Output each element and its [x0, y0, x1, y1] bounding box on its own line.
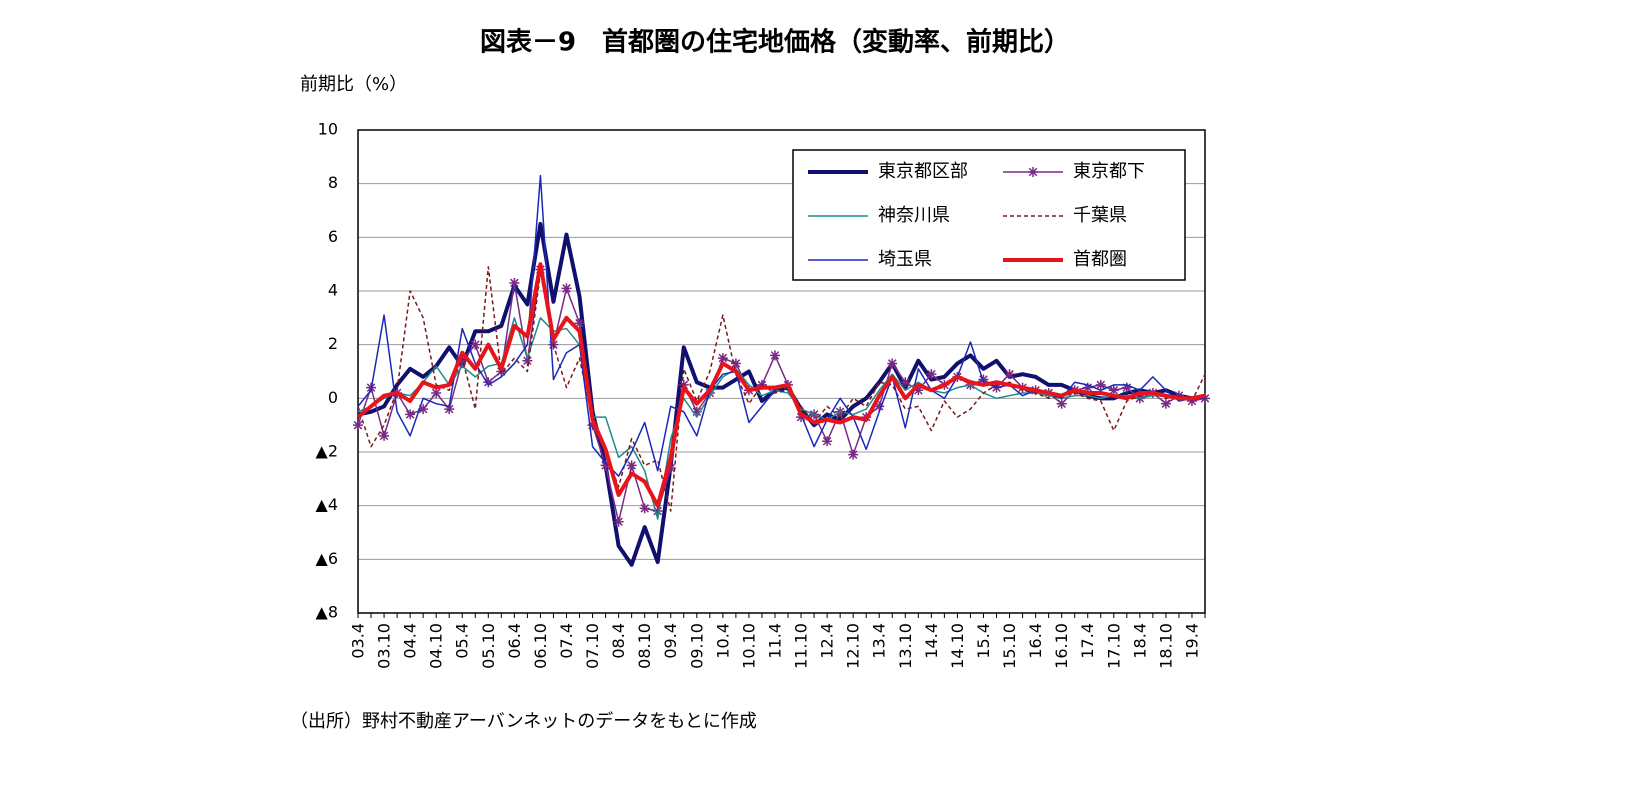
marker — [431, 387, 442, 398]
marker — [379, 430, 390, 441]
marker — [522, 355, 533, 366]
marker — [717, 353, 728, 364]
x-tick-label: 05.4 — [453, 623, 472, 659]
legend-label: 埼玉県 — [878, 249, 932, 270]
y-tick-label: ▲8 — [316, 603, 338, 622]
x-tick-label: 17.4 — [1078, 623, 1097, 659]
x-tick-label: 06.4 — [505, 623, 524, 659]
y-tick-label: 10 — [318, 120, 338, 139]
x-tick-label: 15.10 — [1000, 623, 1019, 669]
marker — [1160, 398, 1171, 409]
x-tick-label: 11.4 — [765, 623, 784, 659]
marker — [1095, 379, 1106, 390]
x-tick-label: 07.10 — [583, 623, 602, 669]
x-tick-label: 10.10 — [739, 623, 758, 669]
marker — [769, 350, 780, 361]
x-tick-label: 09.4 — [661, 623, 680, 659]
marker — [1121, 382, 1132, 393]
y-tick-label: 2 — [328, 334, 338, 353]
marker — [1082, 382, 1093, 393]
plot-border — [357, 129, 1206, 614]
marker — [913, 385, 924, 396]
x-tick-label: 13.10 — [896, 623, 915, 669]
x-tick-label: 09.10 — [687, 623, 706, 669]
marker — [600, 460, 611, 471]
x-tick-label: 16.4 — [1026, 623, 1045, 659]
y-tick-label: 0 — [328, 388, 338, 407]
legend-label: 東京都区部 — [878, 161, 968, 182]
x-tick-label: 03.10 — [375, 623, 394, 669]
x-tick-label: 04.4 — [401, 623, 420, 659]
marker — [822, 436, 833, 447]
marker — [587, 420, 598, 431]
legend-marker — [1028, 167, 1038, 177]
series-line — [357, 266, 1206, 512]
marker — [405, 409, 416, 420]
y-tick-label: ▲4 — [316, 495, 338, 514]
marker — [1108, 385, 1119, 396]
x-tick-label: 18.10 — [1156, 623, 1175, 669]
x-tick-label: 05.10 — [479, 623, 498, 669]
marker — [509, 277, 520, 288]
marker — [574, 318, 585, 329]
y-tick-label: ▲6 — [316, 549, 338, 568]
x-tick-label: 03.4 — [349, 623, 368, 659]
marker — [796, 412, 807, 423]
marker — [900, 377, 911, 388]
marker — [730, 358, 741, 369]
marker — [665, 463, 676, 474]
y-tick-label: 6 — [328, 227, 338, 246]
series-line — [356, 262, 1206, 508]
marker — [418, 404, 429, 415]
x-tick-label: 08.10 — [635, 623, 654, 669]
marker — [561, 283, 572, 294]
legend-label: 千葉県 — [1073, 205, 1127, 226]
marker — [926, 369, 937, 380]
marker — [353, 420, 363, 431]
x-tick-label: 19.4 — [1182, 623, 1201, 659]
x-tick-label: 12.10 — [844, 623, 863, 669]
x-tick-label: 18.4 — [1130, 623, 1149, 659]
marker — [483, 377, 494, 388]
x-tick-label: 15.4 — [974, 623, 993, 659]
chart-title: 図表－9 首都圏の住宅地価格（変動率、前期比） — [480, 27, 1070, 58]
source-note: （出所）野村不動産アーバンネットのデータをもとに作成 — [290, 711, 757, 732]
x-tick-label: 14.10 — [948, 623, 967, 669]
marker — [639, 503, 650, 514]
marker — [444, 404, 455, 415]
marker — [457, 355, 468, 366]
marker — [691, 406, 702, 417]
x-tick-label: 13.4 — [870, 623, 889, 659]
x-tick-label: 04.10 — [427, 623, 446, 669]
x-tick-label: 11.10 — [792, 623, 811, 669]
marker — [848, 449, 859, 460]
y-tick-label: ▲2 — [316, 442, 338, 461]
legend-label: 首都圏 — [1073, 249, 1127, 270]
series-line — [357, 221, 1206, 567]
x-tick-label: 17.10 — [1104, 623, 1123, 669]
x-tick-label: 08.4 — [609, 623, 628, 659]
marker — [678, 379, 689, 390]
marker — [978, 374, 989, 385]
y-tick-label: 4 — [328, 281, 338, 300]
legend-label: 東京都下 — [1073, 161, 1145, 182]
x-tick-label: 07.4 — [557, 623, 576, 659]
x-tick-label: 06.10 — [531, 623, 550, 669]
marker — [887, 358, 898, 369]
y-tick-label: 8 — [328, 173, 338, 192]
marker — [613, 516, 624, 527]
marker — [1056, 398, 1067, 409]
marker — [874, 401, 885, 412]
marker — [1004, 369, 1015, 380]
x-tick-label: 16.10 — [1052, 623, 1071, 669]
x-tick-label: 14.4 — [922, 623, 941, 659]
x-tick-label: 12.4 — [818, 623, 837, 659]
marker — [470, 339, 481, 350]
marker — [652, 506, 663, 517]
y-axis-label: 前期比（%） — [300, 74, 407, 95]
x-tick-label: 10.4 — [713, 623, 732, 659]
marker — [626, 460, 637, 471]
legend-label: 神奈川県 — [878, 205, 950, 226]
